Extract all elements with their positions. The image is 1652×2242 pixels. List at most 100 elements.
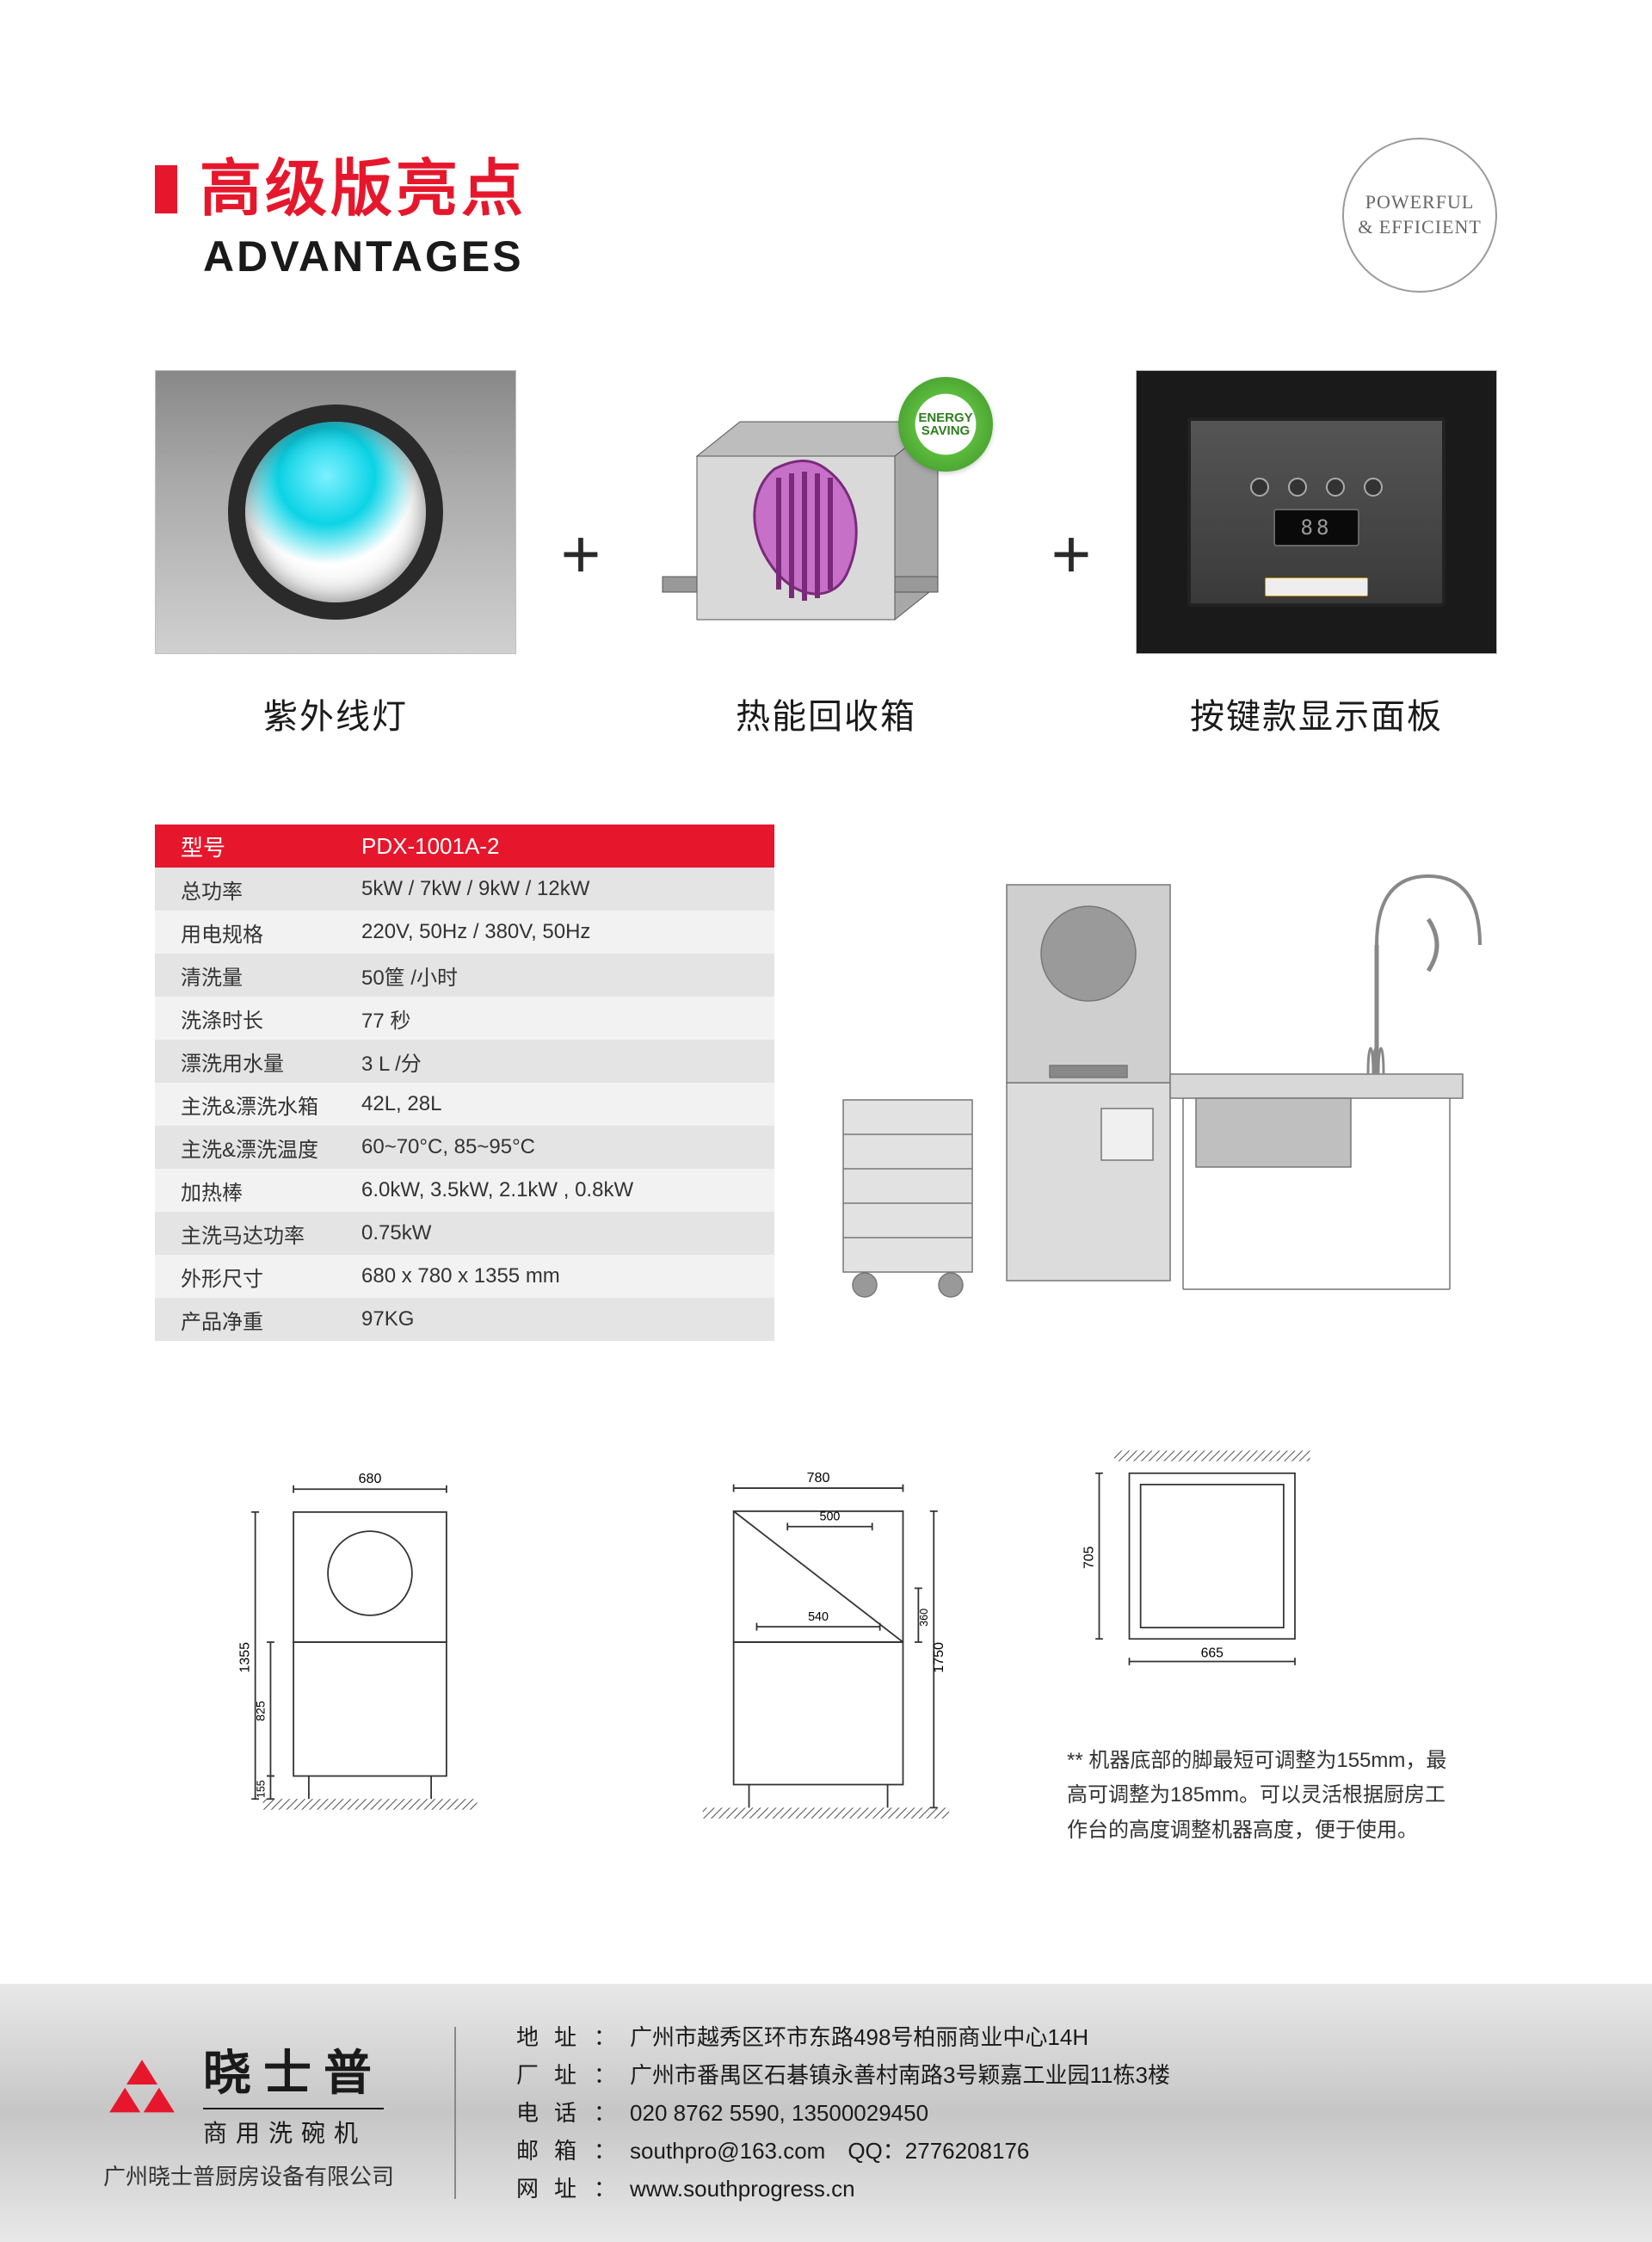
stamp-line2: & EFFICIENT	[1358, 216, 1482, 238]
contact-label: 网址	[516, 2170, 594, 2208]
feature-heat: ENERGY SAVING 热能回收箱	[645, 370, 1007, 738]
stamp-line1: POWERFUL	[1365, 191, 1475, 213]
dim-front-body: 825	[254, 1701, 268, 1721]
header: 高级版亮点 ADVANTAGES POWERFUL & EFFICIENT	[155, 138, 1497, 293]
feature-heat-image: ENERGY SAVING	[645, 370, 1007, 654]
contact-row: 邮箱：southpro@163.com QQ：2776208176	[516, 2132, 1170, 2170]
spec-row: 主洗&漂洗温度60~70°C, 85~95°C	[155, 1126, 774, 1169]
contact-row: 厂址：广州市番禺区石碁镇永善村南路3号颖嘉工业园11栋3楼	[516, 2056, 1170, 2094]
contact-value: www.southprogress.cn	[630, 2170, 855, 2208]
spec-row: 产品净重97KG	[155, 1298, 774, 1341]
stamp-badge: POWERFUL & EFFICIENT	[1342, 138, 1497, 293]
dim-top-d: 705	[1082, 1546, 1097, 1569]
spec-value: 50筐 /小时	[361, 960, 774, 991]
contact-label: 地址	[516, 2018, 594, 2056]
specs-header: 型号 PDX-1001A-2	[155, 825, 774, 868]
diagrams-row: 680 1355 825 155	[155, 1436, 1497, 1849]
contacts: 地址：广州市越秀区环市东路498号柏丽商业中心14H厂址：广州市番禺区石碁镇永善…	[516, 2018, 1170, 2208]
spec-label: 产品净重	[155, 1305, 361, 1335]
feature-panel: 88 按键款显示面板	[1136, 370, 1497, 738]
spec-row: 主洗马达功率0.75kW	[155, 1212, 774, 1255]
title-block: 高级版亮点 ADVANTAGES	[155, 138, 527, 281]
feature-panel-image: 88	[1136, 370, 1497, 654]
diagram-side: 780 540 500 1750 360	[611, 1436, 1041, 1849]
feature-uv-image	[155, 370, 516, 654]
feature-heat-caption: 热能回收箱	[736, 689, 916, 738]
features-row: 紫外线灯 +	[155, 370, 1497, 738]
feature-uv-caption: 紫外线灯	[263, 689, 408, 738]
dim-side-w: 780	[807, 1470, 830, 1485]
spec-value: 220V, 50Hz / 380V, 50Hz	[361, 920, 774, 944]
dim-front-w: 680	[359, 1472, 382, 1486]
company-name: 广州晓士普厨房设备有限公司	[103, 2159, 394, 2191]
spec-label: 外形尺寸	[155, 1262, 361, 1292]
spec-value: 3 L /分	[361, 1047, 774, 1077]
specs-table: 型号 PDX-1001A-2 总功率5kW / 7kW / 9kW / 12kW…	[155, 825, 774, 1341]
spec-row: 主洗&漂洗水箱42L, 28L	[155, 1083, 774, 1126]
contact-label: 电话	[516, 2094, 594, 2132]
spec-value: 5kW / 7kW / 9kW / 12kW	[361, 877, 774, 901]
title-cn: 高级版亮点	[155, 138, 527, 228]
spec-value: 60~70°C, 85~95°C	[361, 1135, 774, 1159]
contact-value: 020 8762 5590, 13500029450	[630, 2094, 928, 2132]
dim-side-h: 1750	[931, 1642, 946, 1673]
spec-label: 主洗马达功率	[155, 1219, 361, 1249]
spec-label: 清洗量	[155, 960, 361, 991]
spec-label: 加热棒	[155, 1176, 361, 1206]
spec-row: 外形尺寸680 x 780 x 1355 mm	[155, 1255, 774, 1298]
brand-sub: 商用洗碗机	[203, 2108, 384, 2149]
dim-side-inner: 540	[808, 1610, 829, 1624]
spec-label: 总功率	[155, 874, 361, 905]
spec-label: 漂洗用水量	[155, 1047, 361, 1077]
spec-value: 42L, 28L	[361, 1092, 774, 1116]
contact-row: 网址：www.southprogress.cn	[516, 2170, 1170, 2208]
page: 高级版亮点 ADVANTAGES POWERFUL & EFFICIENT 紫外…	[0, 0, 1652, 2242]
diagram-top-and-note: 705 665 机器底部的脚最短可调整为155mm，最高可调整为185mm。可以…	[1067, 1436, 1497, 1849]
dim-side-arm: 500	[820, 1510, 841, 1524]
contact-row: 地址：广州市越秀区环市东路498号柏丽商业中心14H	[516, 2018, 1170, 2056]
spec-value: 680 x 780 x 1355 mm	[361, 1264, 774, 1288]
diagram-front: 680 1355 825 155	[155, 1436, 585, 1849]
energy-badge-text: ENERGY SAVING	[898, 411, 993, 437]
contact-label: 厂址	[516, 2056, 594, 2094]
energy-badge-icon: ENERGY SAVING	[898, 377, 993, 472]
contact-value: 广州市番禺区石碁镇永善村南路3号颖嘉工业园11栋3楼	[630, 2056, 1170, 2094]
panel-screen: 88	[1273, 509, 1359, 547]
spec-row: 总功率5kW / 7kW / 9kW / 12kW	[155, 868, 774, 911]
spec-label: 用电规格	[155, 917, 361, 948]
footer-divider	[454, 2027, 456, 2199]
plus-icon: +	[561, 515, 601, 594]
brand-cn: 晓士普	[203, 2035, 384, 2104]
spec-value: 97KG	[361, 1307, 774, 1331]
contact-value: southpro@163.com QQ：2776208176	[630, 2132, 1029, 2170]
spec-row: 清洗量50筐 /小时	[155, 954, 774, 997]
spec-row: 洗涤时长77 秒	[155, 997, 774, 1040]
spec-row: 漂洗用水量3 L /分	[155, 1040, 774, 1083]
logo-icon	[103, 2054, 181, 2131]
spec-label: 主洗&漂洗温度	[155, 1133, 361, 1163]
mid-section: 型号 PDX-1001A-2 总功率5kW / 7kW / 9kW / 12kW…	[155, 825, 1497, 1341]
spec-row: 加热棒6.0kW, 3.5kW, 2.1kW , 0.8kW	[155, 1169, 774, 1212]
spec-row: 用电规格220V, 50Hz / 380V, 50Hz	[155, 911, 774, 954]
plus-icon: +	[1051, 515, 1092, 594]
specs-header-value: PDX-1001A-2	[361, 833, 774, 860]
title-en: ADVANTAGES	[203, 232, 527, 281]
spec-value: 0.75kW	[361, 1221, 774, 1245]
specs-header-label: 型号	[155, 831, 361, 862]
spec-value: 6.0kW, 3.5kW, 2.1kW , 0.8kW	[361, 1178, 774, 1202]
footer: 晓士普 商用洗碗机 广州晓士普厨房设备有限公司 地址：广州市越秀区环市东路498…	[0, 1984, 1652, 2242]
dim-top-w: 665	[1201, 1646, 1224, 1660]
contact-row: 电话：020 8762 5590, 13500029450	[516, 2094, 1170, 2132]
brand-block: 晓士普 商用洗碗机 广州晓士普厨房设备有限公司	[103, 2035, 394, 2191]
product-image	[826, 825, 1497, 1341]
dim-front-leg: 155	[255, 1780, 267, 1798]
spec-value: 77 秒	[361, 1004, 774, 1034]
diagram-note: 机器底部的脚最短可调整为155mm，最高可调整为185mm。可以灵活根据厨房工作…	[1067, 1718, 1463, 1849]
contact-label: 邮箱	[516, 2132, 594, 2170]
feature-uv: 紫外线灯	[155, 370, 516, 738]
feature-panel-caption: 按键款显示面板	[1190, 689, 1443, 738]
dim-side-gap: 360	[918, 1609, 930, 1627]
dim-front-h: 1355	[238, 1642, 253, 1673]
contact-value: 广州市越秀区环市东路498号柏丽商业中心14H	[630, 2018, 1088, 2056]
spec-label: 主洗&漂洗水箱	[155, 1090, 361, 1120]
